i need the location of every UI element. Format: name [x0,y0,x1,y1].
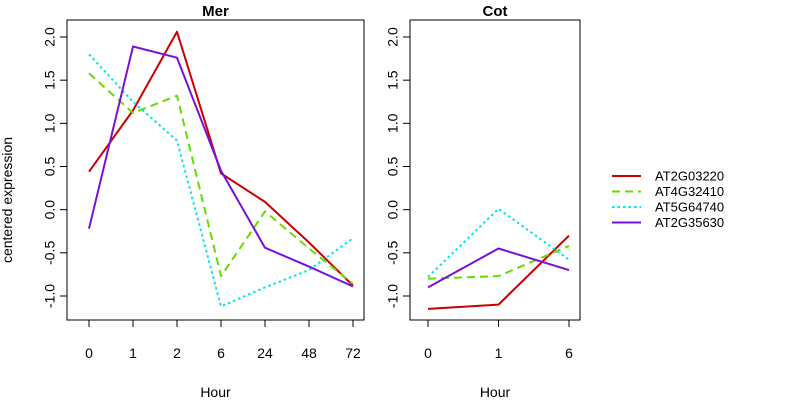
x-axis-label: Hour [200,384,231,400]
legend-label: AT2G35630 [655,215,724,230]
panel-cot: Cot -1.0 -0.5 0.0 0.5 1.0 1.5 2.0 0 1 6 Hour [385,3,581,400]
x-tick-label: 24 [257,345,273,361]
y-tick-label: -1.0 [385,284,401,308]
series-line-at4g32410 [88,72,354,285]
y-axis-label: centered expression [0,137,15,263]
x-axis-label: Hour [480,384,511,400]
legend-item: AT2G35630 [612,215,724,230]
y-tick-label: 1.0 [385,113,401,133]
x-tick-label: 0 [85,345,93,361]
y-tick-label: 0.0 [42,200,58,220]
y-tick-label: 0.5 [42,157,58,177]
legend-item: AT5G64740 [612,200,724,215]
panel-title: Mer [202,3,229,20]
x-tick-label: 48 [301,345,317,361]
series-line-at4g32410 [427,244,570,280]
panel-title: Cot [483,3,508,20]
series-line-at5g64740 [427,207,570,278]
plot-frame [66,19,365,321]
y-tick-label: 1.5 [42,70,58,90]
plot-frame [409,19,581,321]
y-tick-label: 0.0 [385,200,401,220]
series-line-at2g03220 [427,234,570,310]
y-tick-label: 2.0 [385,27,401,47]
y-tick-label: 2.0 [42,27,58,47]
x-tick-label: 6 [217,345,225,361]
y-tick-label: -1.0 [42,284,58,308]
legend-item: AT4G32410 [612,184,724,199]
legend-item: AT2G03220 [612,169,724,184]
series-line-at2g03220 [88,30,354,287]
y-tick-label: -0.5 [385,241,401,265]
y-tick-label: 1.5 [385,70,401,90]
x-tick-label: 2 [173,345,181,361]
panel-mer: Mer -1.0 -0.5 0.0 0.5 1.0 1.5 2.0 0 1 2 6 24 48 72 Hour [42,3,365,400]
x-tick-label: 1 [129,345,137,361]
x-tick-label: 72 [345,345,361,361]
series-line-at2g35630 [427,247,570,289]
y-tick-label: -0.5 [42,241,58,265]
x-tick-label: 0 [424,345,432,361]
x-tick-label: 6 [565,345,573,361]
legend-label: AT5G64740 [655,200,724,215]
x-tick-label: 1 [495,345,503,361]
series-line-at2g35630 [88,45,354,288]
legend-label: AT4G32410 [655,184,724,199]
y-tick-label: 1.0 [42,113,58,133]
y-tick-label: 0.5 [385,157,401,177]
legend-label: AT2G03220 [655,169,724,184]
